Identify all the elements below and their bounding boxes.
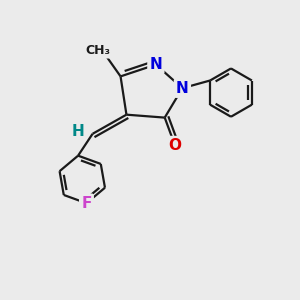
Text: N: N [176, 81, 189, 96]
Text: F: F [81, 196, 92, 211]
Text: CH₃: CH₃ [85, 44, 110, 57]
Text: N: N [149, 57, 162, 72]
Text: O: O [169, 138, 182, 153]
Text: H: H [71, 124, 84, 139]
